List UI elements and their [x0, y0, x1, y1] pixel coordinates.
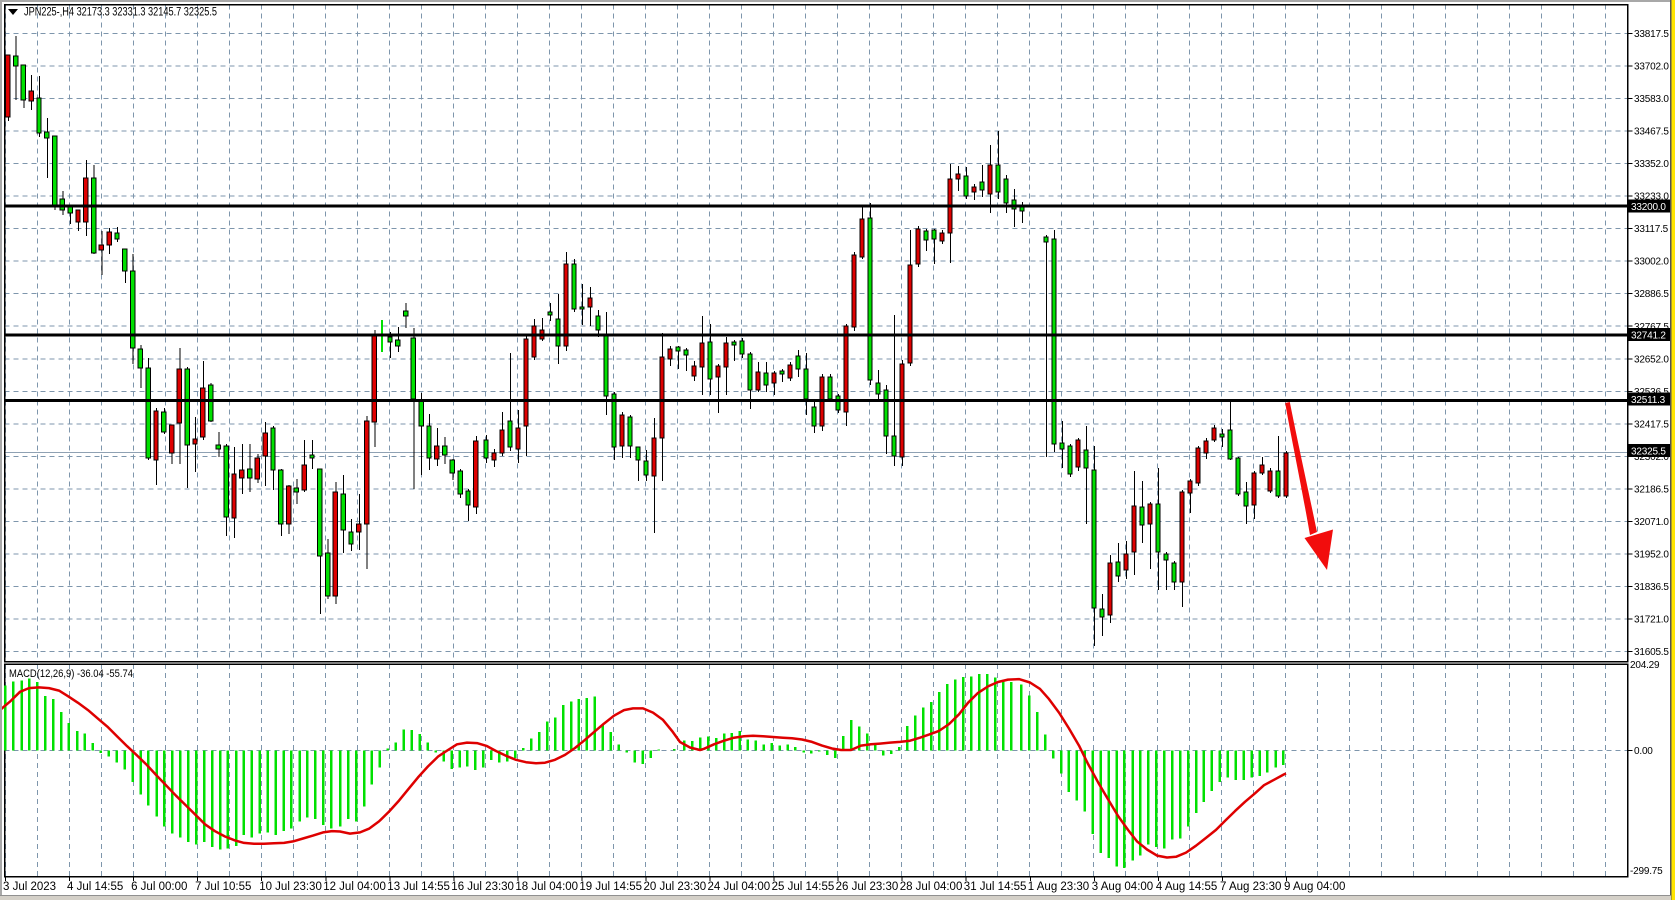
svg-text:26 Jul 23:30: 26 Jul 23:30 — [836, 881, 899, 893]
svg-text:31836.5: 31836.5 — [1634, 582, 1669, 593]
svg-text:32652.0: 32652.0 — [1634, 354, 1669, 365]
svg-text:7 Aug 23:30: 7 Aug 23:30 — [1220, 881, 1281, 893]
svg-text:16 Jul 23:30: 16 Jul 23:30 — [451, 881, 514, 893]
svg-text:31 Jul 14:55: 31 Jul 14:55 — [964, 881, 1027, 893]
svg-text:7 Jul 10:55: 7 Jul 10:55 — [195, 881, 251, 893]
svg-text:18 Jul 04:00: 18 Jul 04:00 — [515, 881, 578, 893]
svg-text:31721.0: 31721.0 — [1634, 615, 1669, 626]
svg-text:32417.5: 32417.5 — [1634, 419, 1669, 430]
svg-text:32511.3: 32511.3 — [1631, 395, 1666, 406]
svg-text:12 Jul 04:00: 12 Jul 04:00 — [323, 881, 386, 893]
svg-text:9 Aug 04:00: 9 Aug 04:00 — [1284, 881, 1345, 893]
svg-text:33583.0: 33583.0 — [1634, 94, 1669, 105]
svg-text:33002.0: 33002.0 — [1634, 257, 1669, 268]
svg-text:JPN225-,H4 32173.3 32331.3 32: JPN225-,H4 32173.3 32331.3 32145.7 32325… — [24, 7, 217, 19]
svg-text:33117.5: 33117.5 — [1634, 224, 1669, 235]
svg-text:3 Jul 2023: 3 Jul 2023 — [3, 881, 56, 893]
svg-text:3 Aug 04:00: 3 Aug 04:00 — [1092, 881, 1153, 893]
svg-text:19 Jul 14:55: 19 Jul 14:55 — [579, 881, 642, 893]
svg-text:32325.5: 32325.5 — [1631, 447, 1666, 458]
svg-text:4 Jul 14:55: 4 Jul 14:55 — [67, 881, 123, 893]
svg-text:1 Aug 23:30: 1 Aug 23:30 — [1028, 881, 1089, 893]
svg-text:33200.0: 33200.0 — [1631, 202, 1666, 213]
svg-text:28 Jul 04:00: 28 Jul 04:00 — [900, 881, 963, 893]
svg-text:33352.0: 33352.0 — [1634, 159, 1669, 170]
svg-text:204.29: 204.29 — [1630, 660, 1660, 671]
svg-text:33702.0: 33702.0 — [1634, 61, 1669, 72]
svg-text:33817.5: 33817.5 — [1634, 29, 1669, 40]
svg-text:31605.5: 31605.5 — [1634, 647, 1669, 658]
svg-text:32186.5: 32186.5 — [1634, 485, 1669, 496]
svg-text:0.00: 0.00 — [1634, 746, 1653, 757]
svg-text:6 Jul 00:00: 6 Jul 00:00 — [131, 881, 187, 893]
svg-text:33467.5: 33467.5 — [1634, 126, 1669, 137]
svg-text:-299.75: -299.75 — [1630, 866, 1663, 877]
svg-text:20 Jul 23:30: 20 Jul 23:30 — [644, 881, 707, 893]
svg-text:31952.0: 31952.0 — [1634, 550, 1669, 561]
svg-text:10 Jul 23:30: 10 Jul 23:30 — [259, 881, 322, 893]
svg-text:32741.2: 32741.2 — [1631, 331, 1666, 342]
svg-text:32071.0: 32071.0 — [1634, 517, 1669, 528]
svg-text:MACD(12,26,9) -36.04 -55.74: MACD(12,26,9) -36.04 -55.74 — [9, 668, 133, 680]
svg-text:13 Jul 14:55: 13 Jul 14:55 — [387, 881, 450, 893]
svg-text:32886.5: 32886.5 — [1634, 289, 1669, 300]
svg-text:4 Aug 14:55: 4 Aug 14:55 — [1156, 881, 1217, 893]
svg-text:24 Jul 04:00: 24 Jul 04:00 — [708, 881, 771, 893]
svg-text:25 Jul 14:55: 25 Jul 14:55 — [772, 881, 835, 893]
